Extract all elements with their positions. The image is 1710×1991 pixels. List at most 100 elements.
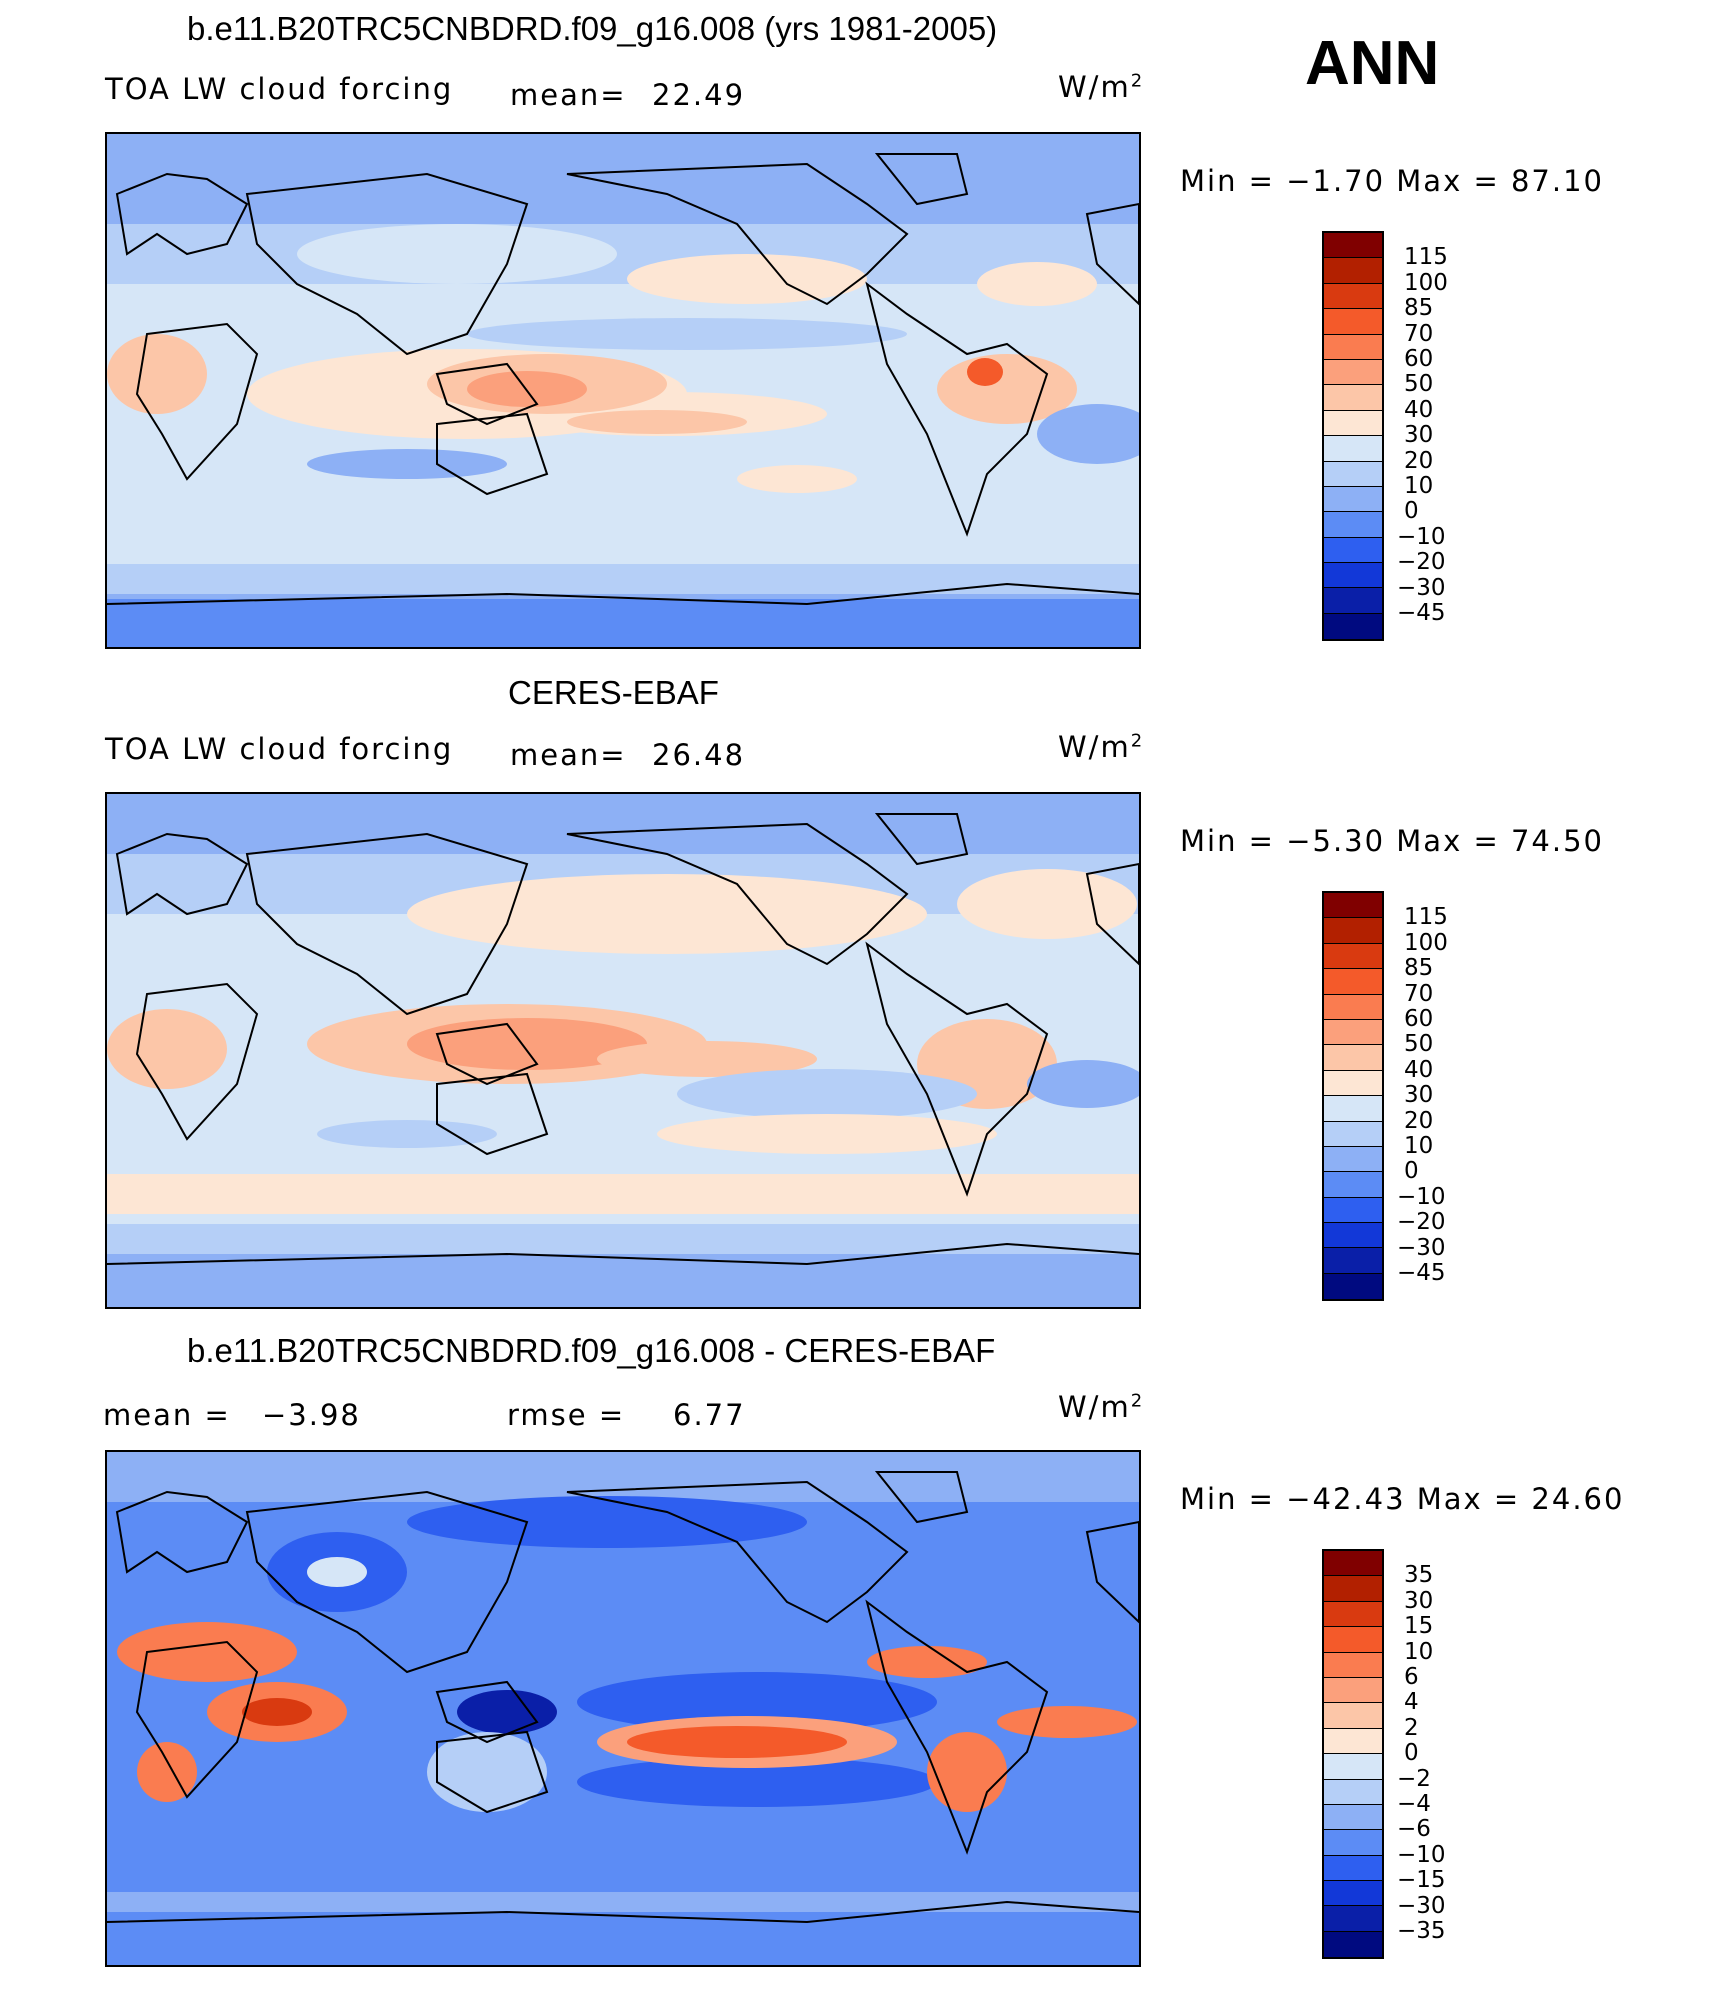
panel2-title: CERES-EBAF (508, 674, 719, 711)
colorbar-tick-label: 85 (1404, 295, 1434, 322)
colorbar-swatch (1324, 1728, 1382, 1755)
season-label: ANN (1305, 29, 1440, 98)
colorbar-tick-label: 100 (1404, 269, 1448, 296)
colorbar-swatch (1324, 1779, 1382, 1805)
obs-map (105, 792, 1141, 1309)
panel1-mean-value: 22.49 (652, 78, 746, 112)
colorbar-swatch (1324, 1703, 1382, 1729)
colorbar-tick-label: 40 (1404, 396, 1434, 423)
colorbar-tick-label: 20 (1404, 1107, 1434, 1134)
colorbar-swatch (1324, 1601, 1382, 1628)
colorbar-tick-label: 60 (1404, 346, 1434, 372)
colorbar-swatch (1324, 1248, 1382, 1274)
colorbar-tick-label: 2 (1404, 1714, 1419, 1741)
panel3-rmse-label: rmse = (507, 1398, 626, 1432)
colorbar-swatch (1324, 512, 1382, 538)
colorbar-tick-label: 60 (1404, 1006, 1434, 1032)
panel3-min-max: Min = −42.43 Max = 24.60 (1180, 1482, 1625, 1516)
colorbar-tick-label: 50 (1404, 1031, 1434, 1058)
colorbar-tick-label: −6 (1397, 1816, 1431, 1843)
colorbar-swatch (1324, 563, 1382, 589)
colorbar-tick-label: 30 (1404, 422, 1434, 449)
model-colorbar (1322, 231, 1384, 642)
colorbar-tick-label: 0 (1404, 498, 1419, 525)
panel1-min-max: Min = −1.70 Max = 87.10 (1180, 164, 1604, 198)
colorbar-swatch (1324, 1906, 1382, 1932)
colorbar-swatch (1324, 1070, 1382, 1097)
colorbar-tick-label: 10 (1404, 473, 1434, 499)
colorbar-swatch (1324, 385, 1382, 411)
panel2-min-max: Min = −5.30 Max = 74.50 (1180, 824, 1604, 858)
colorbar-swatch (1324, 486, 1382, 513)
colorbar-swatch (1324, 1627, 1382, 1653)
colorbar-swatch (1324, 1121, 1382, 1147)
colorbar-tick-label: 10 (1404, 1638, 1434, 1665)
colorbar-tick-label: 115 (1404, 904, 1448, 931)
colorbar-tick-label: −10 (1397, 523, 1446, 550)
colorbar-swatch (1324, 461, 1382, 487)
colorbar-swatch (1324, 1652, 1382, 1678)
colorbar-tick-label: 10 (1404, 1133, 1434, 1159)
colorbar-swatch (1324, 258, 1382, 284)
colorbar-tick-label: −4 (1397, 1791, 1431, 1817)
colorbar-tick-label: −2 (1397, 1765, 1431, 1792)
colorbar-tick-label: 35 (1404, 1562, 1434, 1589)
model-map (105, 132, 1141, 649)
colorbar-swatch (1324, 893, 1382, 919)
colorbar-swatch (1324, 1197, 1382, 1224)
colorbar-swatch (1324, 969, 1382, 995)
colorbar-swatch (1324, 588, 1382, 614)
colorbar-swatch (1324, 1273, 1382, 1300)
colorbar-tick-label: 0 (1404, 1158, 1419, 1185)
colorbar-swatch (1324, 436, 1382, 462)
colorbar-tick-label: −30 (1397, 1892, 1446, 1919)
colorbar-tick-label: 15 (1404, 1613, 1434, 1640)
colorbar-swatch (1324, 918, 1382, 944)
colorbar-swatch (1324, 1804, 1382, 1831)
colorbar-tick-label: 30 (1404, 1587, 1434, 1614)
panel3-mean-value: −3.98 (262, 1398, 361, 1432)
colorbar-swatch (1324, 1223, 1382, 1249)
colorbar-tick-label: −15 (1397, 1867, 1446, 1894)
colorbar-tick-label: 85 (1404, 955, 1434, 982)
difference-map (105, 1450, 1141, 1967)
colorbar-tick-label: −20 (1397, 1209, 1446, 1236)
colorbar-swatch (1324, 1830, 1382, 1856)
colorbar-swatch (1324, 283, 1382, 310)
colorbar-swatch (1324, 1754, 1382, 1780)
model-map-plot (107, 134, 1139, 647)
panel2-mean-value: 26.48 (652, 738, 746, 772)
colorbar-swatch (1324, 1045, 1382, 1071)
colorbar-tick-label: 40 (1404, 1056, 1434, 1083)
panel1-mean-label: mean= (510, 78, 627, 112)
colorbar-swatch (1324, 1881, 1382, 1907)
panel1-units: W/m2 (1058, 70, 1145, 104)
colorbar-swatch (1324, 1019, 1382, 1046)
colorbar-swatch (1324, 613, 1382, 640)
colorbar-swatch (1324, 334, 1382, 360)
colorbar-tick-label: −35 (1397, 1918, 1446, 1944)
colorbar-swatch (1324, 943, 1382, 970)
colorbar-tick-label: 0 (1404, 1740, 1419, 1767)
colorbar-swatch (1324, 410, 1382, 437)
panel3-rmse-value: 6.77 (673, 1398, 746, 1432)
panel2-mean-label: mean= (510, 738, 627, 772)
panel2-units: W/m2 (1058, 730, 1145, 764)
colorbar-tick-label: 50 (1404, 371, 1434, 398)
panel3-units: W/m2 (1058, 1390, 1145, 1424)
colorbar-swatch (1324, 1146, 1382, 1173)
panel2-variable: TOA LW cloud forcing (105, 732, 454, 766)
difference-colorbar (1322, 1549, 1384, 1960)
colorbar-tick-label: −45 (1397, 1260, 1446, 1286)
colorbar-swatch (1324, 1551, 1382, 1577)
colorbar-swatch (1324, 1576, 1382, 1602)
colorbar-swatch (1324, 309, 1382, 335)
colorbar-swatch (1324, 233, 1382, 259)
colorbar-swatch (1324, 537, 1382, 564)
panel3-title: b.e11.B20TRC5CNBDRD.f09_g16.008 - CERES-… (187, 1332, 996, 1369)
colorbar-swatch (1324, 1855, 1382, 1882)
colorbar-tick-label: 6 (1404, 1664, 1419, 1690)
colorbar-tick-label: −10 (1397, 1841, 1446, 1868)
colorbar-tick-label: −30 (1397, 574, 1446, 601)
difference-map-plot (107, 1452, 1139, 1965)
